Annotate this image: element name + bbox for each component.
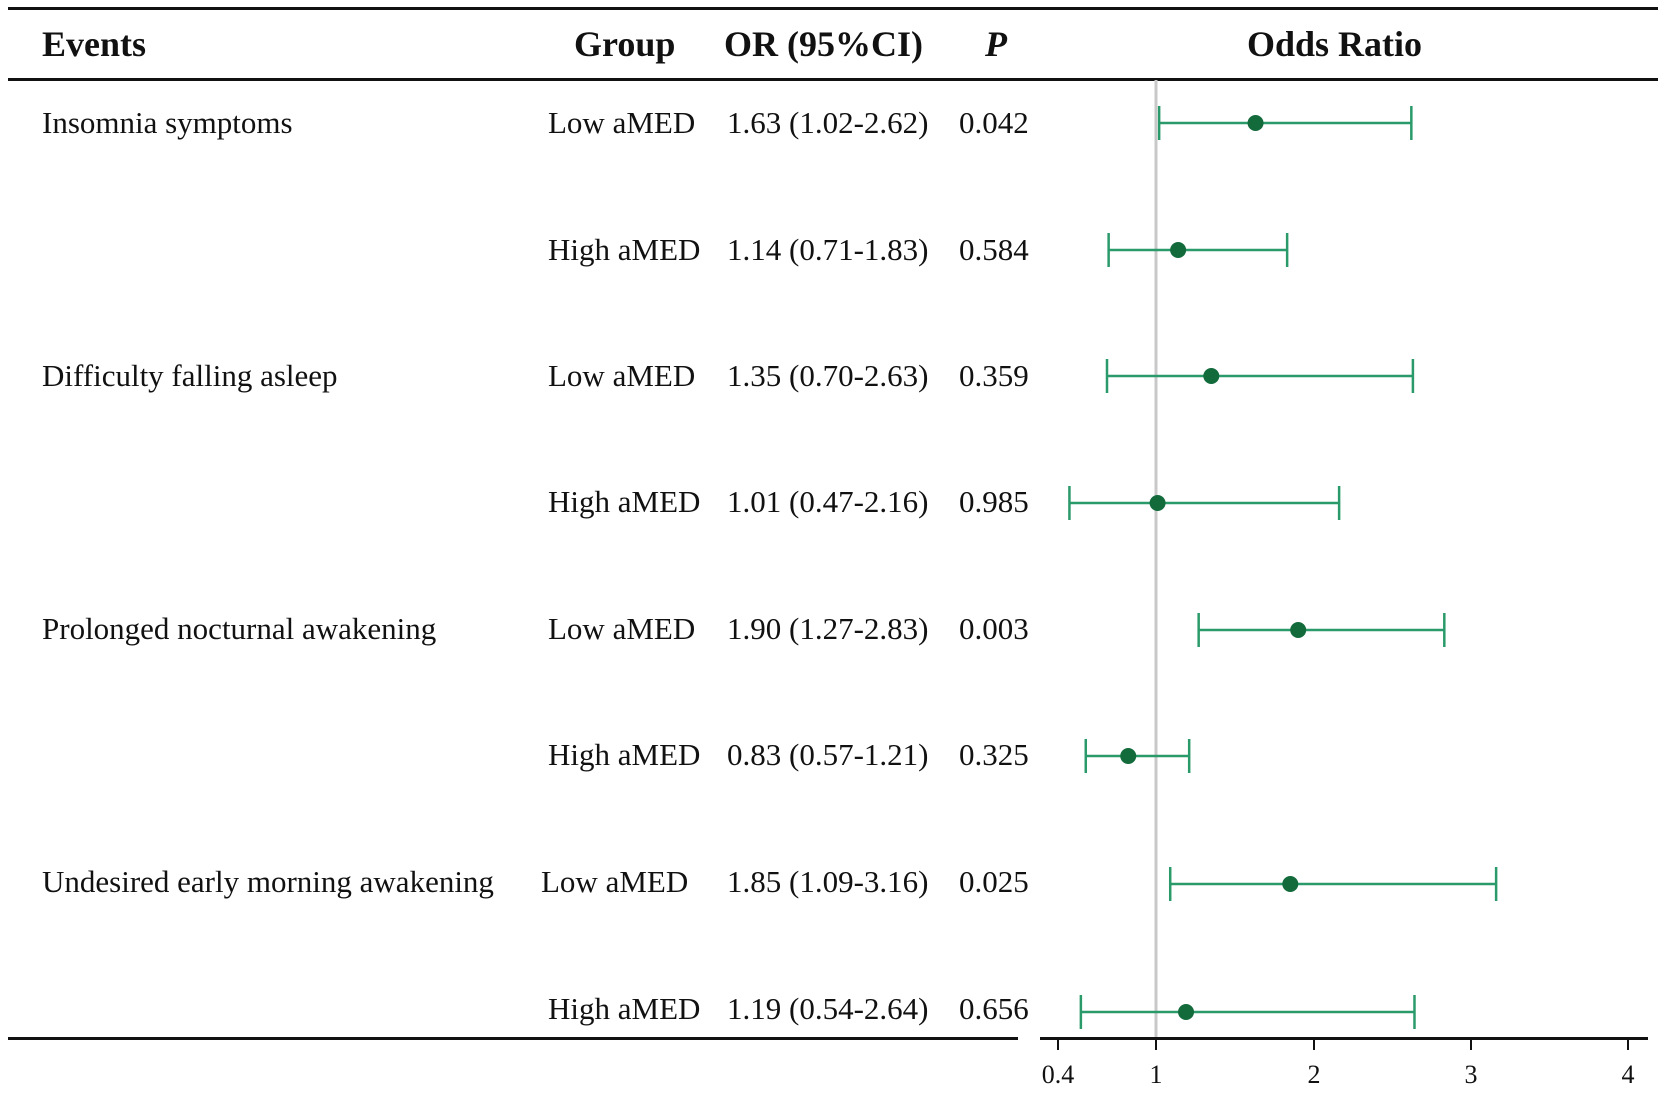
or-value: 1.85 (1.09-3.16) bbox=[727, 864, 929, 899]
or-point bbox=[1290, 622, 1307, 638]
or-point bbox=[1170, 242, 1187, 258]
or-point bbox=[1203, 368, 1220, 384]
or-point bbox=[1282, 876, 1299, 892]
top-rule bbox=[8, 7, 1658, 10]
or-point bbox=[1120, 748, 1137, 764]
or-point bbox=[1178, 1004, 1195, 1020]
or-point bbox=[1149, 495, 1166, 511]
group-label: High aMED bbox=[548, 232, 701, 267]
header-p: P bbox=[985, 24, 1007, 64]
group-label: High aMED bbox=[548, 737, 701, 772]
event-label: Insomnia symptoms bbox=[42, 105, 293, 140]
group-label: Low aMED bbox=[541, 864, 689, 899]
p-value: 0.003 bbox=[959, 611, 1029, 646]
or-value: 1.63 (1.02-2.62) bbox=[727, 105, 929, 140]
event-label: Difficulty falling asleep bbox=[42, 358, 338, 393]
or-value: 1.19 (0.54-2.64) bbox=[727, 991, 929, 1026]
event-label: Undesired early morning awakening bbox=[42, 864, 494, 899]
group-label: High aMED bbox=[548, 991, 701, 1026]
x-tick-label: 0.4 bbox=[1042, 1060, 1075, 1089]
header-rule bbox=[8, 78, 1658, 81]
header-odds-ratio: Odds Ratio bbox=[1247, 24, 1423, 64]
bottom-rule bbox=[8, 1037, 1018, 1040]
p-value: 0.325 bbox=[959, 737, 1029, 772]
p-value: 0.042 bbox=[959, 105, 1029, 140]
or-value: 1.01 (0.47-2.16) bbox=[727, 484, 929, 519]
group-label: Low aMED bbox=[548, 358, 696, 393]
p-value: 0.985 bbox=[959, 484, 1029, 519]
p-value: 0.359 bbox=[959, 358, 1029, 393]
or-value: 0.83 (0.57-1.21) bbox=[727, 737, 929, 772]
group-label: Low aMED bbox=[548, 105, 696, 140]
header-or: OR (95%CI) bbox=[724, 24, 923, 64]
or-value: 1.35 (0.70-2.63) bbox=[727, 358, 929, 393]
x-tick-label: 3 bbox=[1465, 1060, 1478, 1089]
header-events: Events bbox=[42, 24, 147, 64]
header-group: Group bbox=[574, 24, 676, 64]
p-value: 0.656 bbox=[959, 991, 1029, 1026]
p-value: 0.025 bbox=[959, 864, 1029, 899]
or-value: 1.90 (1.27-2.83) bbox=[727, 611, 929, 646]
or-value: 1.14 (0.71-1.83) bbox=[727, 232, 929, 267]
group-label: Low aMED bbox=[548, 611, 696, 646]
event-label: Prolonged nocturnal awakening bbox=[42, 611, 437, 646]
or-point bbox=[1247, 115, 1264, 131]
p-value: 0.584 bbox=[959, 232, 1029, 267]
x-tick-label: 1 bbox=[1150, 1060, 1163, 1089]
x-tick-label: 2 bbox=[1308, 1060, 1321, 1089]
group-label: High aMED bbox=[548, 484, 701, 519]
x-tick-label: 4 bbox=[1622, 1060, 1635, 1089]
